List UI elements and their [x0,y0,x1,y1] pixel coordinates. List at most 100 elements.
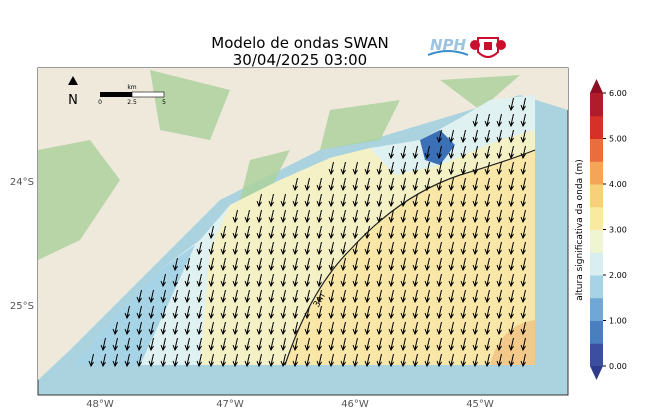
wave-arrow [244,241,250,256]
wave-arrow [268,321,274,336]
wave-arrow [436,289,442,304]
colorbar-tick-label: 6.00 [609,89,627,98]
wave-arrow [520,305,526,320]
wave-arrow [412,209,418,224]
wave-arrow [208,321,214,336]
wave-arrow [232,289,238,304]
wave-arrow [424,289,430,304]
wave-arrow [496,273,502,288]
colorbar-tick-label: 4.00 [609,180,627,189]
colorbar-max [590,79,603,93]
wave-arrow [388,289,394,304]
wave-arrow [424,161,430,176]
wave-arrow [304,209,310,224]
wave-arrow [400,241,406,256]
wave-arrow [484,273,490,288]
wave-arrow [352,241,358,256]
contour [284,149,536,366]
wave-arrow [292,225,298,240]
wave-arrow [496,241,502,256]
wave-arrow [292,209,298,224]
colorbar-band [590,343,603,367]
wave-arrow [424,337,430,352]
wave-arrow [280,337,286,352]
colorbar-label: altura significativa da onda (m) [575,159,585,300]
wave-arrow [220,241,226,256]
wave-arrow [328,273,334,288]
colorbar-band [590,138,603,162]
wave-arrow [424,177,430,192]
wave-arrow [364,209,370,224]
wave-arrow [184,321,190,336]
wave-arrow [460,289,466,304]
wave-arrow [340,257,346,272]
wave-arrow [376,193,382,208]
wave-arrow [196,337,202,352]
wave-arrow [184,353,190,368]
wave-arrow [268,273,274,288]
wave-arrow [316,241,322,256]
wave-arrow [508,321,514,336]
wave-arrow [148,353,154,368]
wave-arrow [340,241,346,256]
wave-arrow [268,193,274,208]
wave-arrow [520,225,526,240]
wave-arrow [340,193,346,208]
wave-arrow [400,161,406,176]
wave-arrow [424,145,430,160]
colorbar-band [590,93,603,117]
wave-arrow [184,257,190,272]
wave-arrow [352,273,358,288]
land [38,68,568,380]
wave-arrow [208,337,214,352]
wave-arrow [328,305,334,320]
wave-arrow [256,193,262,208]
wave-arrow [196,241,202,256]
wave-arrow [496,161,502,176]
wave-arrow [244,209,250,224]
wave-arrow [220,353,226,368]
wave-arrow [244,257,250,272]
wave-arrow [484,177,490,192]
wave-arrow [232,257,238,272]
wave-arrow [388,145,394,160]
wave-arrow [412,289,418,304]
colorbar-min [590,366,603,380]
lon-label: 47°W [216,399,244,410]
wave-arrow [352,305,358,320]
lon-label: 46°W [341,399,369,410]
wave-arrow [436,353,442,368]
colorbar-band [590,206,603,230]
wave-arrow [388,225,394,240]
wave-arrow [520,113,526,128]
wave-arrow [124,321,130,336]
wave-arrow [244,305,250,320]
wave-arrow [208,273,214,288]
wave-arrow [340,289,346,304]
wave-arrow [352,353,358,368]
wave-arrow [424,321,430,336]
wave-arrow [232,225,238,240]
wave-arrow [400,289,406,304]
wave-arrow [436,145,442,160]
wave-arrow [472,289,478,304]
wave-arrow [520,337,526,352]
wave-arrow [520,209,526,224]
wave-arrow [364,177,370,192]
wave-arrow [280,273,286,288]
wave-arrow [508,209,514,224]
wave-arrow [448,353,454,368]
lon-label: 48°W [86,399,114,410]
wave-arrow [160,337,166,352]
wave-arrow [472,337,478,352]
wave-arrow [184,273,190,288]
wave-arrow [424,193,430,208]
wave-arrow [400,225,406,240]
wave-arrow [256,305,262,320]
wave-arrow [520,145,526,160]
wave-arrow [292,257,298,272]
wave-arrow [304,193,310,208]
wave-arrow [328,289,334,304]
wave-arrow [364,241,370,256]
wave-arrow [364,257,370,272]
